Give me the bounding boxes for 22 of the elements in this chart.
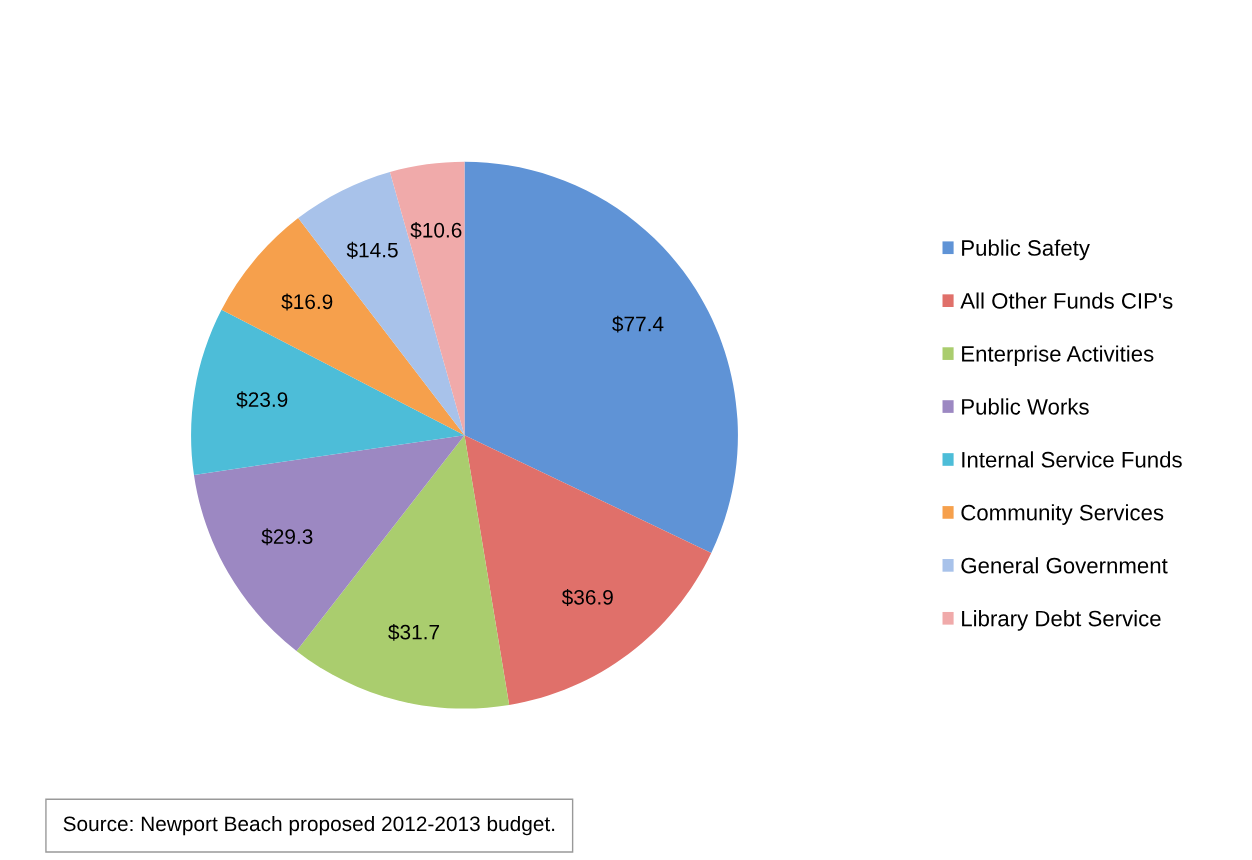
- legend-label: Enterprise Activities: [962, 345, 1154, 367]
- source-note: Source: Newport Beach proposed 2012-2013 budget.: [63, 815, 555, 836]
- legend-label: Community Services: [961, 504, 1164, 525]
- data-label: $23.9: [236, 391, 288, 409]
- data-label: $16.9: [281, 293, 333, 311]
- legend-label: Internal Service Funds: [962, 451, 1182, 468]
- pie-slice: [191, 309, 465, 475]
- legend-label: Public Safety: [962, 239, 1090, 261]
- data-label: $29.3: [261, 528, 313, 546]
- data-label: $36.9: [561, 589, 613, 606]
- legend-label: Public Works: [962, 398, 1089, 415]
- pie-slice: [193, 435, 465, 651]
- pie-slice: [221, 218, 465, 436]
- pie-slice: [464, 161, 738, 553]
- legend-label: All Other Funds CIP's: [960, 292, 1173, 309]
- data-label: $77.4: [612, 315, 664, 333]
- pie-slice: [464, 435, 712, 705]
- data-label: $10.6: [410, 222, 462, 239]
- legend-label: General Government: [961, 557, 1168, 574]
- data-label: $31.7: [388, 623, 440, 641]
- data-label: $14.5: [346, 241, 398, 259]
- legend-label: Library Debt Service: [962, 610, 1161, 631]
